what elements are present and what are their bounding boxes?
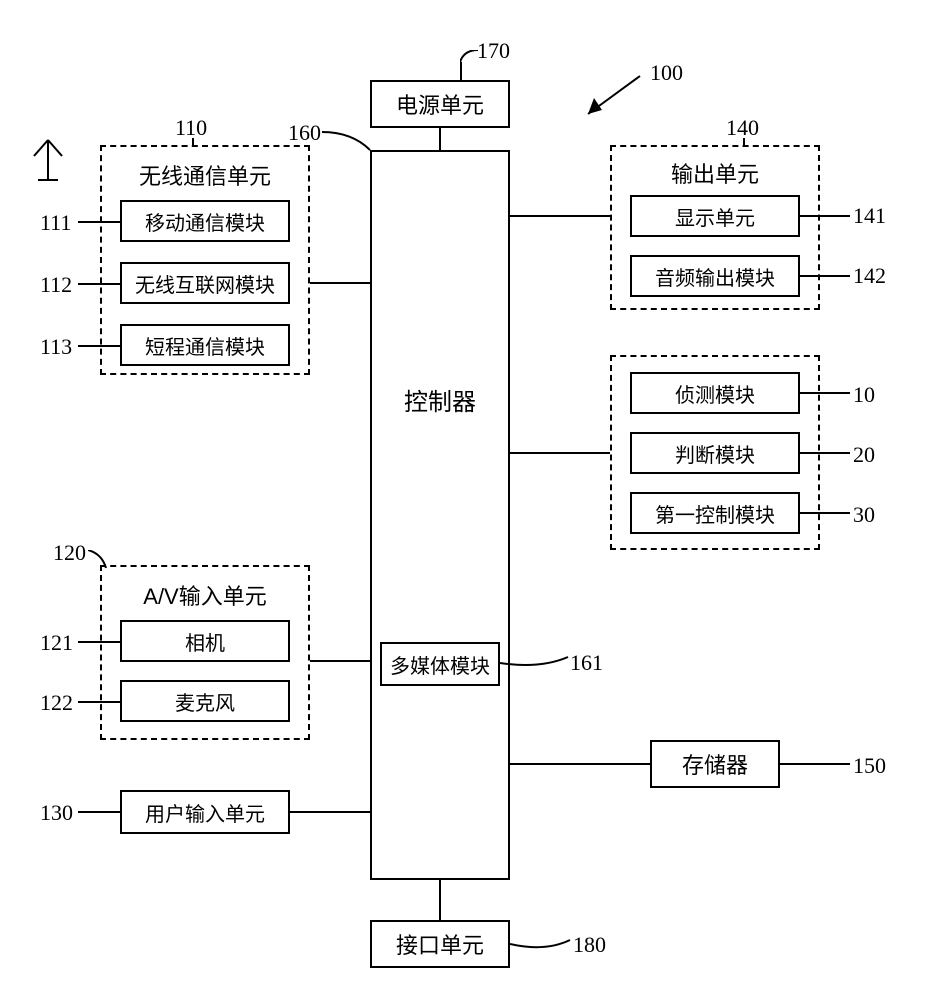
lead-113 [78, 345, 120, 347]
user-input-label: 用户输入单元 [145, 798, 265, 827]
camera-box: 相机 [120, 620, 290, 662]
antenna-icon [28, 130, 68, 190]
conn-controller-interface [439, 880, 441, 920]
curve-180 [510, 938, 572, 952]
memory-label: 存储器 [682, 748, 748, 780]
label-100: 100 [650, 60, 683, 86]
av-unit-title: A/V输入单元 [102, 579, 308, 611]
lead-122 [78, 701, 120, 703]
power-unit-label: 电源单元 [396, 88, 484, 120]
lead-30 [800, 512, 850, 514]
mic-label: 麦克风 [175, 687, 235, 716]
power-unit-box: 电源单元 [370, 80, 510, 128]
label-20: 20 [853, 442, 875, 468]
detect-label: 侦测模块 [675, 379, 755, 408]
label-121: 121 [40, 630, 73, 656]
multimedia-label: 多媒体模块 [390, 650, 490, 679]
conn-controller-memory [510, 763, 650, 765]
curve-160 [322, 130, 372, 152]
label-130: 130 [40, 800, 73, 826]
short-range-label: 短程通信模块 [145, 331, 265, 360]
label-113: 113 [40, 334, 72, 360]
controller-box: 控制器 多媒体模块 [370, 150, 510, 880]
curve-120 [88, 550, 108, 570]
lead-170 [460, 62, 462, 80]
lead-130 [78, 811, 120, 813]
lead-142 [800, 275, 850, 277]
user-input-box: 用户输入单元 [120, 790, 290, 834]
detect-box: 侦测模块 [630, 372, 800, 414]
curve-170 [460, 50, 478, 64]
curve-161 [500, 655, 570, 669]
first-ctrl-box: 第一控制模块 [630, 492, 800, 534]
label-142: 142 [853, 263, 886, 289]
conn-userinput-controller [290, 811, 370, 813]
first-ctrl-label: 第一控制模块 [655, 499, 775, 528]
conn-av-controller [310, 660, 370, 662]
label-122: 122 [40, 690, 73, 716]
controller-label: 控制器 [372, 382, 508, 417]
conn-controller-output [510, 215, 610, 217]
label-10: 10 [853, 382, 875, 408]
label-141: 141 [853, 203, 886, 229]
audio-out-label: 音频输出模块 [655, 262, 775, 291]
diagram-canvas: 电源单元 控制器 多媒体模块 无线通信单元 移动通信模块 无线互联网模块 短程通… [0, 0, 939, 1000]
short-range-box: 短程通信模块 [120, 324, 290, 366]
label-111: 111 [40, 210, 71, 236]
label-180: 180 [573, 932, 606, 958]
label-112: 112 [40, 272, 72, 298]
lead-111 [78, 221, 120, 223]
mobile-comm-label: 移动通信模块 [145, 207, 265, 236]
interface-label: 接口单元 [396, 928, 484, 960]
label-170: 170 [477, 38, 510, 64]
label-150: 150 [853, 753, 886, 779]
lead-141 [800, 215, 850, 217]
lead-140 [743, 138, 745, 146]
lead-150 [780, 763, 850, 765]
lead-121 [78, 641, 120, 643]
conn-wireless-controller [310, 282, 370, 284]
label-161: 161 [570, 650, 603, 676]
label-160: 160 [288, 120, 321, 146]
interface-box: 接口单元 [370, 920, 510, 968]
mobile-comm-box: 移动通信模块 [120, 200, 290, 242]
conn-controller-rightgroup [510, 452, 610, 454]
lead-110 [192, 138, 194, 146]
camera-label: 相机 [185, 627, 225, 656]
label-30: 30 [853, 502, 875, 528]
wifi-label: 无线互联网模块 [135, 269, 275, 298]
conn-power-controller [439, 128, 441, 150]
wireless-unit-title: 无线通信单元 [102, 159, 308, 191]
mic-box: 麦克风 [120, 680, 290, 722]
judge-label: 判断模块 [675, 439, 755, 468]
judge-box: 判断模块 [630, 432, 800, 474]
display-label: 显示单元 [675, 202, 755, 231]
wifi-box: 无线互联网模块 [120, 262, 290, 304]
lead-20 [800, 452, 850, 454]
multimedia-box: 多媒体模块 [380, 642, 500, 686]
output-unit-title: 输出单元 [612, 157, 818, 189]
audio-out-box: 音频输出模块 [630, 255, 800, 297]
lead-112 [78, 283, 120, 285]
lead-10 [800, 392, 850, 394]
arrow-100 [570, 70, 650, 130]
display-box: 显示单元 [630, 195, 800, 237]
label-120: 120 [53, 540, 86, 566]
memory-box: 存储器 [650, 740, 780, 788]
